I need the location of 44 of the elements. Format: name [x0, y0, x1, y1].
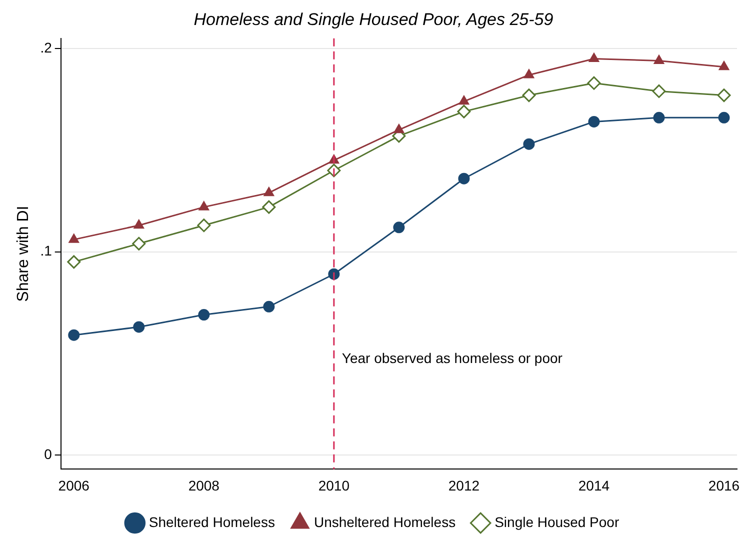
point [68, 234, 79, 243]
point [68, 329, 80, 341]
point [198, 201, 209, 210]
y-tick-label: .1 [40, 242, 52, 259]
legend-label: Sheltered Homeless [148, 514, 275, 530]
point [523, 138, 535, 150]
y-tick-label: .2 [40, 39, 52, 56]
point [134, 220, 144, 229]
point [457, 104, 471, 118]
point [132, 236, 146, 250]
x-tick-label: 2012 [448, 477, 480, 494]
point [522, 88, 536, 102]
point [718, 112, 730, 124]
x-tick-label: 2016 [708, 477, 740, 494]
point [264, 187, 274, 196]
x-tick-label: 2014 [578, 477, 610, 494]
y-tick-label: 0 [44, 446, 52, 462]
point [67, 255, 81, 269]
legend-label: Single Housed Poor [494, 514, 620, 530]
point [654, 55, 664, 64]
point [393, 222, 405, 234]
point [263, 300, 275, 312]
ref-line-label: Year observed as homeless or poor [342, 350, 563, 366]
point [394, 124, 404, 134]
point [197, 218, 211, 232]
point [588, 116, 600, 128]
point [524, 69, 534, 78]
point [588, 52, 600, 62]
legend-label: Unsheltered Homeless [314, 514, 456, 530]
point [262, 200, 276, 214]
point [653, 112, 665, 124]
point [718, 61, 730, 70]
point [458, 96, 470, 105]
chart-title: Homeless and Single Housed Poor, Ages 25-59 [194, 10, 554, 29]
point [198, 309, 210, 321]
x-tick-label: 2006 [58, 477, 90, 494]
point [133, 321, 145, 333]
point [458, 172, 470, 184]
point [652, 84, 666, 98]
point [587, 76, 601, 90]
x-tick-label: 2010 [318, 477, 350, 494]
y-axis-title: Share with DI [15, 206, 32, 302]
point [717, 88, 731, 102]
x-tick-label: 2008 [188, 477, 220, 494]
